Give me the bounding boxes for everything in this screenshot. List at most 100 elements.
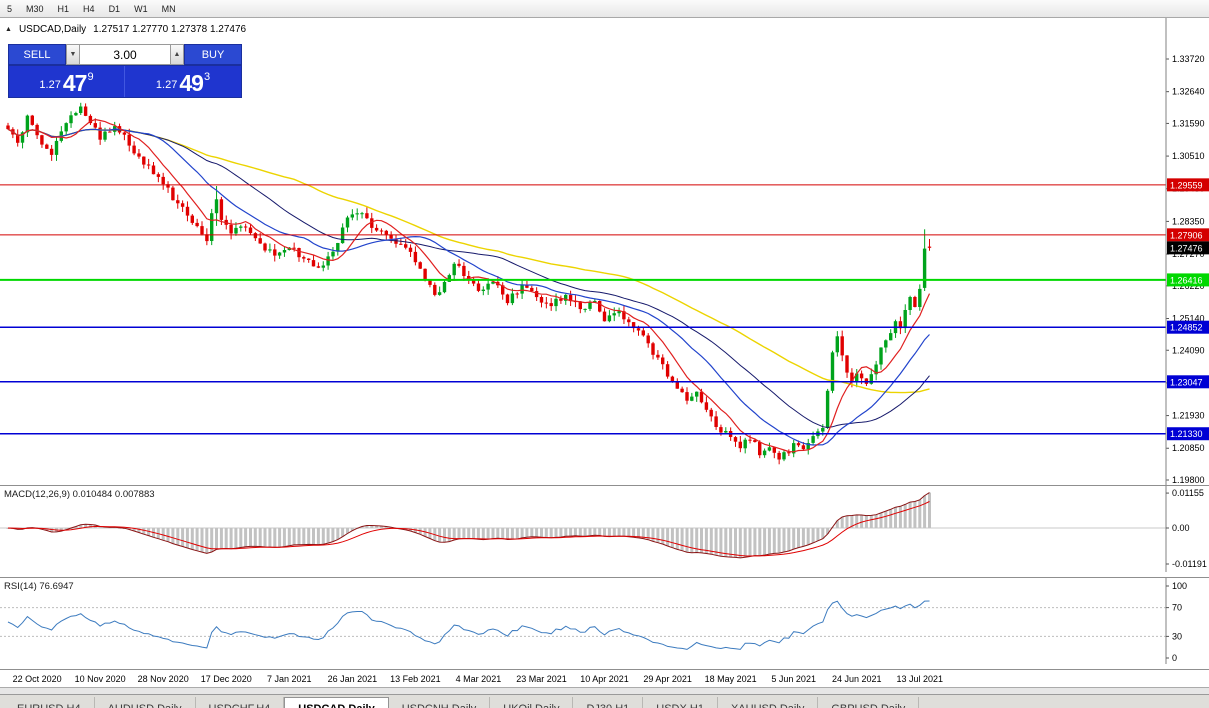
svg-text:1.24090: 1.24090 [1172,345,1205,355]
rsi-chart[interactable]: 100 70 30 0 [0,578,1209,664]
macd-main-line [7,492,930,559]
price-level-badge [1167,228,1209,242]
date-label: 7 Jan 2021 [267,674,312,684]
svg-text:1.23047: 1.23047 [1170,377,1203,387]
svg-text:1.19800: 1.19800 [1172,475,1205,485]
tab-usdcad-daily[interactable]: USDCAD,Daily [284,697,389,708]
moving-average-20 [7,128,930,446]
date-label: 13 Feb 2021 [390,674,441,684]
tab-audusd-daily[interactable]: AUDUSD,Daily [95,697,196,708]
bid-price[interactable]: 1.27 47 9 [9,66,125,97]
timeframe-toolbar: 5 M30 H1 H4 D1 W1 MN [0,0,1209,18]
sell-button[interactable]: SELL [8,44,66,65]
chart-ohlc-title: ▲ USDCAD,Daily 1.27517 1.27770 1.27378 1… [5,24,246,35]
chart-window[interactable]: 1.337201.326401.315901.305101.294301.283… [0,18,1209,485]
macd-signal-line [7,501,930,557]
svg-text:1.30510: 1.30510 [1172,151,1205,161]
ask-prefix: 1.27 [155,79,178,91]
moving-average-8 [7,118,931,453]
timeframe-button-h1[interactable]: H1 [57,3,70,14]
main-price-chart[interactable]: 1.337201.326401.315901.305101.294301.283… [0,18,1209,485]
svg-text:1.33720: 1.33720 [1172,54,1205,64]
svg-text:1.27906: 1.27906 [1170,230,1203,240]
price-level-badge [1167,178,1209,192]
rsi-line [7,600,930,650]
svg-text:0: 0 [1172,653,1177,663]
date-label: 5 Jun 2021 [771,674,816,684]
svg-text:1.25140: 1.25140 [1172,313,1205,323]
buy-button[interactable]: BUY [184,44,242,65]
bid-prefix: 1.27 [39,79,61,91]
svg-text:1.28350: 1.28350 [1172,216,1205,226]
horizontal-levels[interactable]: 1.29559 1.27906 1.26416 1.24852 1.23047 1.213… [0,178,1209,441]
rsi-panel[interactable]: 100 70 30 0 RSI(14) 76.6947 [0,577,1209,669]
macd-chart[interactable]: 0.01155 0.00 -0.01191 [0,486,1209,572]
price-level-badge [1167,273,1209,287]
current-price-badge: 1.27476 [1167,241,1209,255]
date-label: 26 Jan 2021 [327,674,378,684]
macd-panel[interactable]: 0.01155 0.00 -0.01191 MACD(12,26,9) 0.0104… [0,485,1209,577]
ask-price[interactable]: 1.27 49 3 [125,66,241,97]
tab-usdx-h1[interactable]: USDX,H1 [643,697,718,708]
svg-text:1.31590: 1.31590 [1172,118,1205,128]
svg-text:30: 30 [1172,631,1182,641]
moving-average-60 [7,128,930,394]
date-label: 17 Dec 2020 [200,674,252,684]
symbol-title: USDCAD,Daily [18,24,87,35]
date-label: 10 Apr 2021 [580,674,629,684]
one-click-trading-panel: SELL ▼ 3.00 ▲ BUY 1.27 47 9 1.27 49 3 [8,44,242,98]
collapse-panel-icon[interactable]: ▲ [5,26,12,33]
date-label: 29 Apr 2021 [643,674,692,684]
date-label: 23 Mar 2021 [516,674,567,684]
volume-up-icon[interactable]: ▲ [170,44,184,65]
tab-dj30-h1[interactable]: DJ30,H1 [573,697,644,708]
timeframe-button-5[interactable]: 5 [7,3,13,14]
svg-text:0.01155: 0.01155 [1172,488,1204,498]
price-axis[interactable]: 1.337201.326401.315901.305101.294301.283… [1166,54,1205,485]
bid-point: 9 [87,71,94,83]
tab-xauusd-daily[interactable]: XAUUSD,Daily [718,697,819,708]
svg-text:0.00: 0.00 [1172,523,1190,533]
tab-usdcnh-daily[interactable]: USDCNH,Daily [389,697,491,708]
volume-input[interactable]: 3.00 [80,44,170,65]
date-label: 18 May 2021 [704,674,757,684]
tab-ukoil-daily[interactable]: UKOil,Daily [490,697,574,708]
time-axis[interactable]: 22 Oct 2020 10 Nov 2020 28 Nov 2020 17 Dec … [0,669,1209,687]
tab-gbpusd-daily[interactable]: GBPUSD,Daily [818,697,920,708]
timeframe-button-h4[interactable]: H4 [83,3,95,14]
bid-pips: 47 [62,70,88,96]
rsi-label: RSI(14) 76.6947 [4,581,74,592]
horizontal-scrollbar[interactable] [0,687,1209,694]
date-label: 10 Nov 2020 [74,674,126,684]
price-level-badge [1167,427,1209,441]
price-level-badge [1167,375,1209,389]
svg-text:1.21330: 1.21330 [1170,429,1203,439]
macd-histogram [6,492,931,558]
timeframe-button-w1[interactable]: W1 [134,3,148,14]
timeframe-button-m30[interactable]: M30 [26,3,44,14]
ohlc-values: 1.27517 1.27770 1.27378 1.27476 [93,24,247,35]
timeframe-button-d1[interactable]: D1 [108,3,121,14]
ask-pips: 49 [179,70,204,96]
svg-text:1.27476: 1.27476 [1170,243,1203,253]
volume-down-icon[interactable]: ▼ [66,44,80,65]
tab-eurusd-h4[interactable]: EURUSD,H4 [4,697,95,708]
svg-text:1.29559: 1.29559 [1170,180,1203,190]
date-label: 24 Jun 2021 [831,674,882,684]
price-level-badge [1167,320,1209,334]
svg-text:1.21930: 1.21930 [1172,411,1205,421]
tab-usdchf-h4[interactable]: USDCHF,H4 [196,697,285,708]
timeframe-button-mn[interactable]: MN [161,3,176,14]
svg-text:1.32640: 1.32640 [1172,87,1205,97]
svg-text:70: 70 [1172,603,1182,613]
date-label: 4 Mar 2021 [455,674,502,684]
date-label: 13 Jul 2021 [896,674,944,684]
candles [6,102,932,465]
svg-text:100: 100 [1172,581,1187,591]
moving-average-34 [7,128,930,429]
date-label: 28 Nov 2020 [137,674,189,684]
svg-text:1.24852: 1.24852 [1170,323,1203,333]
macd-label: MACD(12,26,9) 0.010484 0.007883 [4,489,155,500]
chart-tab-bar: EURUSD,H4AUDUSD,DailyUSDCHF,H4USDCAD,Dai… [0,694,1209,708]
ask-point: 3 [203,71,211,83]
